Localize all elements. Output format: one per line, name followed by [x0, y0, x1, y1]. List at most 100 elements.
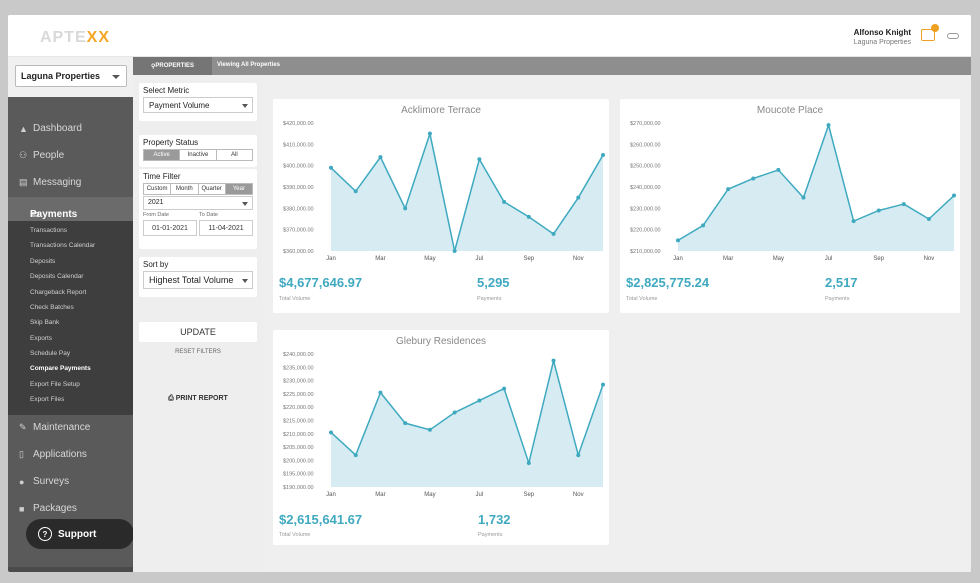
data-point[interactable]: [502, 199, 507, 204]
sidebar-item-payments[interactable]: ▭ Payments: [8, 197, 133, 221]
data-point[interactable]: [329, 430, 333, 435]
y-tick-label: $210,000.00: [630, 249, 661, 255]
data-point[interactable]: [776, 167, 781, 172]
aptexx-logo[interactable]: APTEXX: [40, 29, 111, 46]
payments-label: Payments: [825, 296, 850, 302]
data-point[interactable]: [477, 157, 482, 162]
from-date-input[interactable]: 01-01-2021: [143, 220, 197, 236]
payments-submenu: ▭ Payments Transactions Transactions Cal…: [8, 197, 133, 415]
data-point[interactable]: [353, 453, 358, 458]
time-quarter[interactable]: Quarter: [199, 184, 226, 194]
data-point[interactable]: [601, 382, 605, 387]
y-tick-label: $400,000.00: [283, 164, 314, 170]
user-name[interactable]: Alfonso Knight: [853, 28, 911, 37]
data-point[interactable]: [826, 123, 831, 128]
property-select[interactable]: Laguna Properties: [15, 65, 127, 87]
data-point[interactable]: [427, 427, 432, 432]
total-volume-value: $2,615,641.67: [279, 512, 363, 527]
submenu-item[interactable]: Chargeback Report: [30, 289, 87, 296]
metric-select[interactable]: Payment Volume: [143, 97, 253, 113]
data-point[interactable]: [901, 202, 906, 207]
data-point[interactable]: [452, 249, 457, 253]
sidebar-item-messaging[interactable]: ▤ Messaging: [19, 177, 82, 188]
submenu-item[interactable]: Deposits Calendar: [30, 273, 84, 280]
update-button[interactable]: UPDATE: [139, 322, 257, 342]
print-report-button[interactable]: ⎙ PRINT REPORT: [168, 395, 228, 402]
series-area: [331, 133, 603, 251]
data-point[interactable]: [502, 386, 507, 391]
total-volume-label: Total Volume: [626, 296, 658, 302]
y-tick-label: $420,000.00: [283, 121, 314, 127]
data-point[interactable]: [551, 358, 556, 363]
chart-glebury: $190,000.00 $195,000.00 $200,000.00 $205,00…: [283, 352, 605, 498]
support-button[interactable]: ? Support: [26, 519, 134, 549]
notification-icon[interactable]: [921, 24, 939, 41]
submenu-item-compare-payments[interactable]: Compare Payments: [30, 365, 91, 372]
data-point[interactable]: [452, 410, 457, 415]
sidebar-item-surveys[interactable]: ● Surveys: [19, 476, 70, 487]
tab-properties[interactable]: ⚲ PROPERTIES: [133, 57, 212, 75]
user-menu[interactable]: Alfonso Knight Laguna Properties: [854, 28, 911, 46]
data-point[interactable]: [329, 165, 333, 170]
data-point[interactable]: [801, 195, 806, 200]
time-month[interactable]: Month: [171, 184, 199, 194]
year-select[interactable]: 2021: [143, 196, 253, 210]
data-point[interactable]: [926, 217, 931, 221]
data-point[interactable]: [403, 206, 408, 211]
top-bar: APTEXX Alfonso Knight Laguna Properties: [8, 15, 971, 57]
data-point[interactable]: [576, 453, 581, 458]
data-point[interactable]: [876, 208, 881, 213]
sort-select[interactable]: Highest Total Volume: [143, 271, 253, 289]
submenu-item[interactable]: Check Batches: [30, 304, 74, 311]
chevron-down-icon: [242, 202, 248, 206]
status-filter: Property Status Active Inactive All: [139, 135, 257, 167]
time-custom[interactable]: Custom: [144, 184, 172, 194]
submenu-item[interactable]: Deposits: [30, 258, 56, 265]
status-inactive[interactable]: Inactive: [180, 150, 217, 160]
data-point[interactable]: [427, 131, 432, 136]
data-point[interactable]: [676, 238, 680, 243]
payments-value: 2,517: [825, 275, 858, 290]
data-point[interactable]: [551, 231, 556, 236]
submenu-item[interactable]: Transactions: [30, 227, 67, 234]
sidebar-item-people[interactable]: ⚇ People: [19, 150, 65, 161]
data-point[interactable]: [576, 195, 581, 200]
sidebar-item-applications[interactable]: ▯ Applications: [19, 449, 87, 460]
to-date-input[interactable]: 11-04-2021: [199, 220, 253, 236]
data-point[interactable]: [526, 214, 531, 219]
user-subtitle: Laguna Properties: [853, 39, 911, 46]
submenu-item[interactable]: Schedule Pay: [30, 350, 71, 357]
applications-icon: ▯: [19, 449, 24, 459]
y-tick-label: $360,000.00: [283, 249, 314, 255]
chart-card-glebury: Glebury Residences $190,000.00 $195,000.0…: [273, 330, 609, 545]
time-year[interactable]: Year: [225, 184, 252, 194]
sidebar-item-dashboard[interactable]: ▲ Dashboard: [19, 123, 82, 134]
link-icon[interactable]: [947, 33, 959, 39]
data-point[interactable]: [601, 153, 605, 157]
data-point[interactable]: [726, 187, 731, 192]
data-point[interactable]: [952, 193, 956, 198]
submenu-item[interactable]: Export File Setup: [30, 381, 80, 388]
y-tick-label: $250,000.00: [630, 164, 661, 170]
data-point[interactable]: [378, 390, 383, 395]
reset-filters-link[interactable]: RESET FILTERS: [175, 349, 221, 355]
status-active[interactable]: Active: [144, 150, 181, 160]
data-point[interactable]: [751, 176, 756, 181]
sidebar-item-packages[interactable]: ■ Packages: [19, 503, 77, 514]
x-tick-label: May: [773, 256, 784, 262]
series-line: [330, 130, 604, 252]
data-point[interactable]: [477, 398, 482, 403]
submenu-item[interactable]: Transactions Calendar: [30, 242, 96, 249]
submenu-item[interactable]: Export Files: [30, 396, 65, 403]
submenu-item[interactable]: Exports: [30, 335, 53, 342]
data-point[interactable]: [526, 461, 531, 466]
data-point[interactable]: [353, 189, 358, 194]
status-all[interactable]: All: [230, 152, 238, 158]
data-point[interactable]: [851, 219, 856, 224]
data-point[interactable]: [378, 155, 383, 160]
sidebar-item-maintenance[interactable]: ✎ Maintenance: [19, 422, 91, 433]
people-icon: ⚇: [19, 150, 28, 160]
data-point[interactable]: [403, 421, 408, 426]
submenu-item[interactable]: Skip Bank: [30, 319, 60, 326]
data-point[interactable]: [701, 223, 706, 228]
